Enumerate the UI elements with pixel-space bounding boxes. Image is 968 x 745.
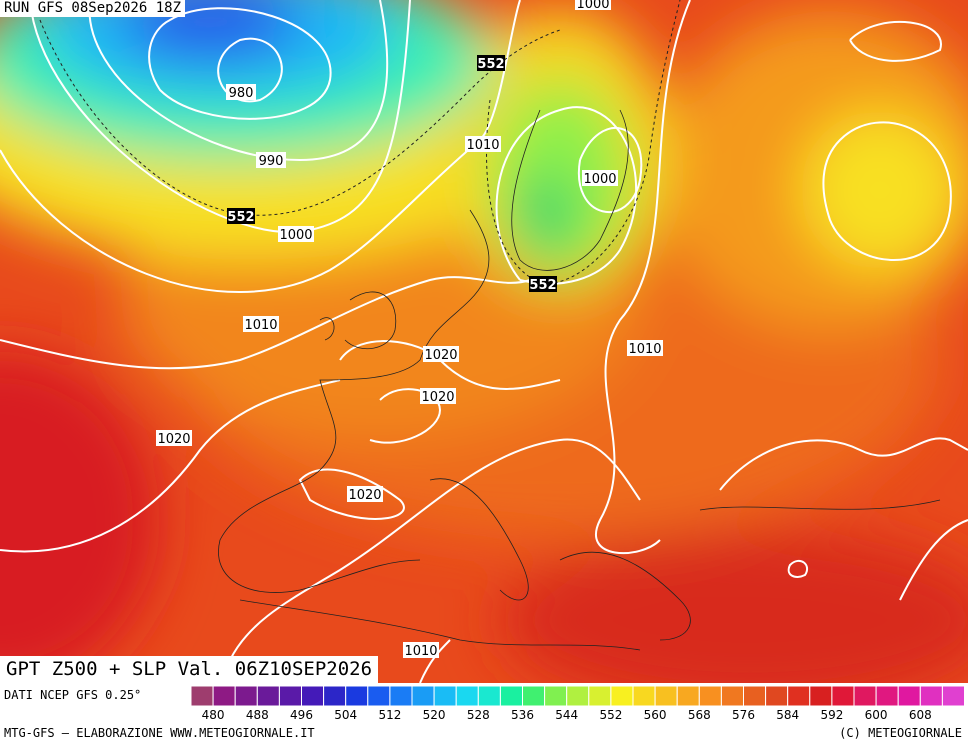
scale-swatch [566, 685, 590, 707]
scale-label: 488 [246, 708, 269, 722]
scale-label: 552 [599, 708, 622, 722]
scale-swatch [765, 685, 789, 707]
scale-label: 504 [334, 708, 357, 722]
footer-left: MTG-GFS — ELABORAZIONE WWW.METEOGIORNALE… [4, 726, 315, 740]
scale-swatch [256, 685, 280, 707]
scale-label: 560 [644, 708, 667, 722]
scale-swatch [345, 685, 369, 707]
isobars [0, 0, 968, 683]
isobar-label: 1010 [244, 318, 277, 333]
scale-swatch [875, 685, 899, 707]
scale-swatch [632, 685, 656, 707]
scale-swatch [897, 685, 921, 707]
scale-swatch [190, 685, 214, 707]
scale-swatch [787, 685, 811, 707]
run-label: RUN GFS 08Sep2026 18Z [0, 0, 186, 17]
scale-swatch [919, 685, 943, 707]
scale-swatch [323, 685, 347, 707]
isobar-labels: 1000 980 990 1000 1010 1000 1010 1010 10… [156, 0, 663, 659]
isobar-label: 1020 [157, 432, 190, 447]
scale-label: 480 [202, 708, 225, 722]
scale-label: 536 [511, 708, 534, 722]
scale-label: 528 [467, 708, 490, 722]
isobar-label: 1000 [279, 228, 312, 243]
scale-swatch [853, 685, 877, 707]
scale-label: 584 [776, 708, 799, 722]
scale-label: 600 [865, 708, 888, 722]
geopotential-label: 552 [477, 57, 504, 72]
scale-swatch [234, 685, 258, 707]
isobar-label: 1020 [421, 390, 454, 405]
coastlines [218, 109, 941, 651]
isobar-label: 1010 [404, 644, 437, 659]
scale-swatch [278, 685, 302, 707]
scale-swatch [654, 685, 678, 707]
scale-label: 576 [732, 708, 755, 722]
scale-label: 512 [378, 708, 401, 722]
scale-label: 496 [290, 708, 313, 722]
scale-swatch [433, 685, 457, 707]
scale-swatch [588, 685, 612, 707]
scale-swatch [941, 685, 966, 707]
isobar-label: 1000 [576, 0, 609, 12]
scale-label: 568 [688, 708, 711, 722]
map-title: GPT Z500 + SLP Val. 06Z10SEP2026 [0, 656, 379, 683]
scale-swatch [809, 685, 833, 707]
geopotential-label: 552 [529, 278, 556, 293]
scale-swatch [477, 685, 501, 707]
scale-swatch [720, 685, 745, 707]
scale-swatch [389, 685, 413, 707]
scale-swatch [499, 685, 523, 707]
isobar-label: 990 [259, 154, 284, 169]
scale-label: 592 [820, 708, 843, 722]
geopotential-label: 552 [227, 210, 254, 225]
isobar-label: 1000 [583, 172, 616, 187]
scale-swatch [743, 685, 767, 707]
scale-swatch [831, 685, 855, 707]
scale-label: 544 [555, 708, 578, 722]
scale-label: 608 [909, 708, 932, 722]
isobar-label: 1020 [424, 348, 457, 363]
scale-swatch [367, 685, 391, 707]
footer-right: (C) METEOGIORNALE [839, 726, 962, 740]
map: 1000 980 990 1000 1010 1000 1010 1010 10… [0, 0, 968, 683]
field [0, 0, 968, 683]
scale-swatch [676, 685, 700, 707]
isobar-label: 980 [229, 86, 254, 101]
scale-swatch [411, 685, 435, 707]
geopotential-labels: 552 552 552 [227, 55, 557, 293]
scale-label: 520 [423, 708, 446, 722]
source: DATI NCEP GFS 0.25° [4, 688, 142, 702]
scale-swatch [610, 685, 634, 707]
scale-swatch [698, 685, 722, 707]
isobar-label: 1010 [466, 138, 499, 153]
scale-swatch [301, 685, 325, 707]
scale-swatch [212, 685, 236, 707]
isobar-label: 1010 [628, 342, 661, 357]
scale-swatch [522, 685, 546, 707]
scale-swatch [544, 685, 568, 707]
color-scale: 480 488 496 504 512 520 528 536 544 552 560 568 576 5… [190, 685, 966, 722]
scale-swatch [455, 685, 479, 707]
isobar-label: 1020 [348, 488, 381, 503]
